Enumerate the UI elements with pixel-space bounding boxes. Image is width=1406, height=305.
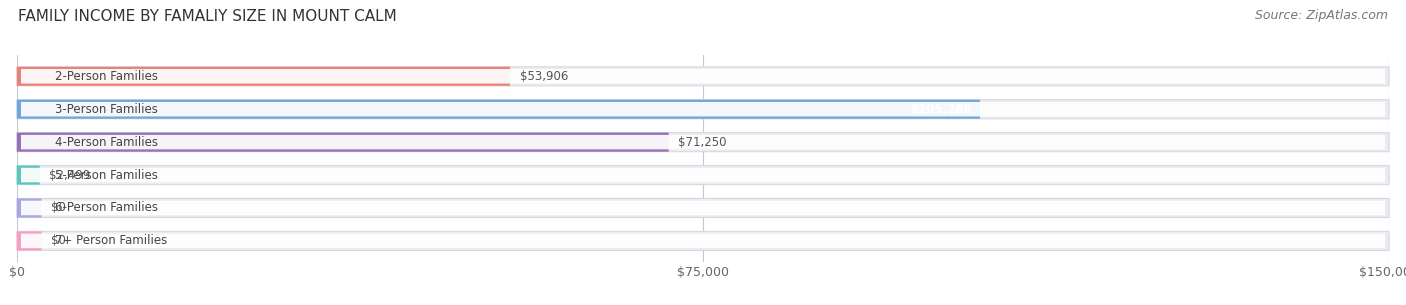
FancyBboxPatch shape	[17, 199, 1389, 217]
FancyBboxPatch shape	[17, 67, 1389, 86]
Text: 4-Person Families: 4-Person Families	[55, 136, 159, 149]
FancyBboxPatch shape	[17, 133, 1389, 152]
Text: 6-Person Families: 6-Person Families	[55, 202, 159, 214]
Text: $0: $0	[51, 235, 66, 247]
Text: 2-Person Families: 2-Person Families	[55, 70, 159, 83]
FancyBboxPatch shape	[17, 166, 1389, 185]
FancyBboxPatch shape	[17, 231, 42, 250]
Text: $105,268: $105,268	[910, 103, 972, 116]
FancyBboxPatch shape	[17, 100, 1389, 119]
Text: Source: ZipAtlas.com: Source: ZipAtlas.com	[1254, 9, 1388, 22]
Text: 5-Person Families: 5-Person Families	[55, 169, 157, 181]
FancyBboxPatch shape	[17, 199, 42, 217]
FancyBboxPatch shape	[21, 135, 1385, 149]
FancyBboxPatch shape	[17, 133, 669, 152]
Text: $71,250: $71,250	[678, 136, 727, 149]
FancyBboxPatch shape	[17, 67, 510, 86]
Text: $0: $0	[51, 202, 66, 214]
FancyBboxPatch shape	[21, 234, 1385, 248]
Text: 3-Person Families: 3-Person Families	[55, 103, 157, 116]
FancyBboxPatch shape	[21, 69, 1385, 84]
Text: $53,906: $53,906	[520, 70, 568, 83]
FancyBboxPatch shape	[17, 231, 1389, 250]
Text: $2,499: $2,499	[49, 169, 90, 181]
Text: 7+ Person Families: 7+ Person Families	[55, 235, 167, 247]
Text: FAMILY INCOME BY FAMALIY SIZE IN MOUNT CALM: FAMILY INCOME BY FAMALIY SIZE IN MOUNT C…	[18, 9, 396, 24]
FancyBboxPatch shape	[21, 168, 1385, 182]
FancyBboxPatch shape	[17, 166, 39, 185]
FancyBboxPatch shape	[21, 102, 1385, 117]
FancyBboxPatch shape	[21, 201, 1385, 215]
FancyBboxPatch shape	[17, 100, 980, 119]
